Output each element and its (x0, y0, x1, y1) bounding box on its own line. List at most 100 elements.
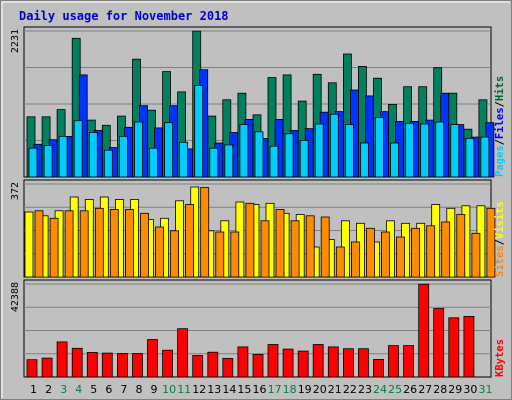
x-tick-label-day-24: 24 (373, 383, 387, 396)
bar-kbytes-kbytes-day-20 (312, 344, 324, 378)
x-tick-label-day-21: 21 (328, 383, 342, 396)
x-tick-label-day-11: 11 (177, 383, 191, 396)
bar-kbytes-kbytes-day-18 (282, 348, 294, 378)
bar-kbytes-kbytes-day-12 (192, 355, 204, 378)
bar-visits-sites-day-31 (486, 207, 496, 278)
bar-visits-sites-day-6 (109, 209, 119, 278)
bar-hits-pages-day-6 (103, 149, 113, 178)
x-tick-label-day-14: 14 (222, 383, 236, 396)
bar-visits-sites-day-30 (471, 232, 481, 278)
x-tick-label-day-29: 29 (448, 383, 462, 396)
legend-separator: / (494, 101, 506, 107)
panel-hits-max-label: 2231 (10, 29, 21, 53)
bar-hits-pages-day-18 (284, 133, 294, 178)
x-tick-label-day-10: 10 (162, 383, 176, 396)
bar-kbytes-kbytes-day-25 (388, 345, 399, 378)
bar-kbytes-kbytes-day-5 (86, 351, 98, 378)
chart-panels: 2231Pages/Files/Hits372Sites/Visits42388… (10, 26, 506, 378)
bar-hits-pages-day-23 (359, 142, 369, 178)
x-tick-label-day-16: 16 (253, 383, 267, 396)
bar-kbytes-kbytes-day-13 (207, 351, 219, 378)
x-tick-label-day-20: 20 (313, 383, 327, 396)
bar-hits-pages-day-1 (28, 147, 38, 178)
x-tick-label-day-5: 5 (90, 383, 97, 396)
x-tick-label-day-17: 17 (268, 383, 282, 396)
bar-hits-pages-day-31 (480, 136, 490, 178)
bar-hits-pages-day-22 (344, 124, 354, 178)
bar-hits-pages-day-28 (435, 121, 445, 178)
bar-kbytes-kbytes-day-6 (101, 352, 113, 378)
x-tick-label-day-30: 30 (463, 383, 477, 396)
bar-visits-sites-day-19 (305, 215, 315, 278)
bar-kbytes-kbytes-day-19 (297, 350, 309, 378)
bar-kbytes-kbytes-day-21 (327, 346, 339, 378)
bar-visits-sites-day-27 (426, 225, 436, 278)
bar-kbytes-kbytes-day-7 (117, 353, 128, 378)
bar-hits-pages-day-16 (254, 131, 264, 178)
legend-visits: Visits (494, 201, 506, 239)
bar-kbytes-kbytes-day-1 (26, 359, 38, 378)
x-tick-label-day-23: 23 (358, 383, 372, 396)
legend-sites: Sites (494, 245, 506, 277)
bar-visits-sites-day-2 (49, 217, 59, 278)
bar-hits-pages-day-29 (450, 124, 460, 178)
bar-hits-pages-day-3 (58, 135, 68, 178)
bar-hits-pages-day-27 (420, 123, 430, 178)
bar-hits-pages-day-21 (329, 113, 339, 178)
bar-visits-sites-day-17 (275, 209, 285, 278)
x-tick-label-day-13: 13 (207, 383, 221, 396)
x-tick-label-day-25: 25 (388, 383, 402, 396)
panel-kbytes-legend: KBytes (494, 339, 506, 377)
panel-visits-max-label: 372 (10, 182, 21, 200)
bar-visits-sites-day-16 (260, 220, 270, 278)
bar-visits-sites-day-20 (320, 216, 330, 278)
bar-visits-sites-day-21 (335, 246, 345, 278)
x-tick-label-day-27: 27 (418, 383, 432, 396)
bar-hits-pages-day-2 (43, 145, 53, 178)
bar-visits-sites-day-4 (79, 210, 89, 278)
bar-hits-pages-day-12 (194, 85, 204, 178)
bar-visits-sites-day-8 (140, 212, 149, 278)
bar-kbytes-kbytes-day-8 (132, 353, 143, 378)
bar-hits-pages-day-20 (314, 123, 324, 178)
x-tick-label-day-9: 9 (151, 383, 158, 396)
bar-kbytes-kbytes-day-17 (267, 344, 279, 378)
legend-pages: Pages (494, 145, 506, 177)
bar-hits-pages-day-14 (224, 144, 234, 178)
bar-visits-sites-day-26 (411, 227, 421, 278)
legend-separator: / (494, 239, 506, 245)
bar-visits-sites-day-11 (185, 204, 195, 278)
bar-kbytes-kbytes-day-23 (357, 348, 369, 378)
bar-visits-sites-day-9 (155, 226, 164, 278)
bar-kbytes-kbytes-day-15 (237, 346, 249, 378)
bar-hits-pages-day-11 (179, 141, 189, 178)
bar-hits-files-day-23 (364, 95, 374, 178)
bar-visits-sites-day-24 (381, 231, 390, 278)
bar-visits-sites-day-7 (125, 209, 134, 278)
bar-kbytes-kbytes-day-29 (448, 317, 460, 378)
bar-visits-sites-day-22 (350, 241, 360, 278)
legend-separator: / (494, 139, 506, 145)
bar-kbytes-kbytes-day-2 (41, 357, 53, 378)
bar-hits-pages-day-30 (465, 137, 475, 178)
x-axis-tick-labels: 1 2 3 4 5 6 7 8 9 10 11 12 13 14 15 16 17 18 19 20 21 22 23 24 2… (30, 383, 493, 396)
bar-hits-pages-day-26 (405, 122, 415, 178)
bar-visits-sites-day-10 (170, 230, 180, 278)
bar-hits-pages-day-17 (269, 145, 279, 178)
bar-visits-sites-day-23 (365, 227, 375, 278)
bar-visits-sites-day-3 (64, 210, 74, 278)
x-tick-label-day-4: 4 (75, 383, 82, 396)
panel-visits-legend: Sites/Visits (494, 201, 506, 277)
bar-hits-pages-day-25 (390, 142, 399, 178)
bar-hits-pages-day-13 (209, 147, 219, 178)
x-tick-label-day-15: 15 (237, 383, 251, 396)
bar-kbytes-kbytes-day-22 (342, 348, 354, 378)
x-tick-label-day-18: 18 (283, 383, 297, 396)
x-tick-label-day-2: 2 (45, 383, 52, 396)
bar-visits-sites-day-28 (441, 221, 451, 278)
x-tick-label-day-12: 12 (192, 383, 206, 396)
legend-hits: Hits (494, 76, 506, 101)
bar-visits-sites-day-13 (215, 231, 225, 278)
panel-visits: 372 Sites/Visits (10, 179, 506, 278)
